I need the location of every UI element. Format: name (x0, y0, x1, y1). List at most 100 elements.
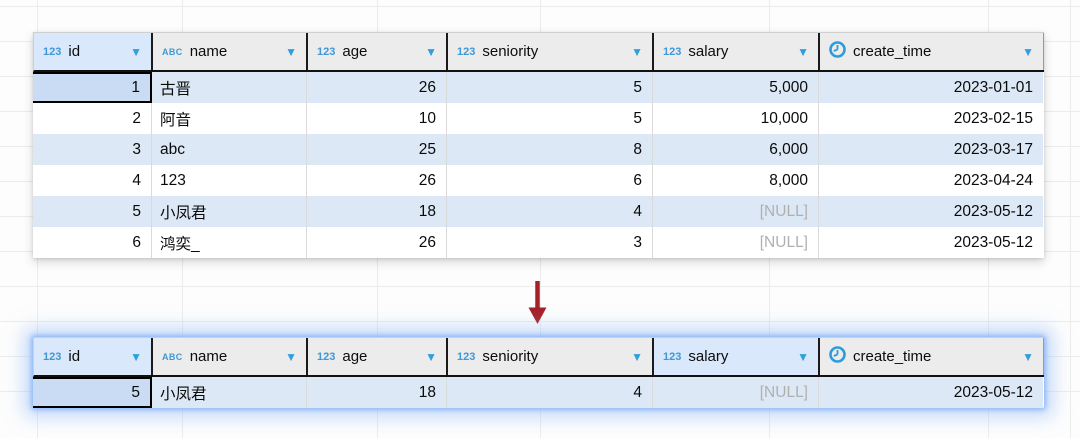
column-header-seniority[interactable]: 123 seniority ▼ (448, 338, 654, 375)
column-header-age[interactable]: 123 age ▼ (308, 33, 448, 70)
cell-salary[interactable]: 5,000 (653, 72, 819, 103)
cell-create_time[interactable]: 2023-05-12 (819, 196, 1043, 227)
table-row: 5 小凤君 18 4 [NULL] 2023-05-12 (33, 196, 1044, 227)
column-label: id (68, 43, 81, 60)
cell-age[interactable]: 25 (307, 134, 447, 165)
cell-name[interactable]: 古晋 (152, 72, 307, 103)
column-label: salary (688, 43, 729, 60)
cell-name[interactable]: 鸿奕_ (152, 227, 307, 258)
cell-seniority[interactable]: 3 (447, 227, 653, 258)
column-label: name (189, 43, 228, 60)
cell-id[interactable]: 4 (33, 165, 152, 196)
table-row: 2 阿音 10 5 10,000 2023-02-15 (33, 103, 1044, 134)
datetime-type-icon (829, 346, 846, 367)
sort-dropdown-icon[interactable]: ▼ (130, 44, 142, 59)
cell-age[interactable]: 18 (307, 377, 447, 408)
table-row: 3 abc 25 8 6,000 2023-03-17 (33, 134, 1044, 165)
sort-dropdown-icon[interactable]: ▼ (425, 44, 437, 59)
cell-salary[interactable]: 6,000 (653, 134, 819, 165)
filtered-result-grid: 123 id ▼ ABC name ▼ 123 age ▼ 123 seniority ▼ 123 sal… (33, 337, 1044, 408)
number-type-icon: 123 (457, 45, 476, 58)
table-row: 4 123 26 6 8,000 2023-04-24 (33, 165, 1044, 196)
sort-dropdown-icon[interactable]: ▼ (285, 349, 297, 364)
sort-dropdown-icon[interactable]: ▼ (130, 349, 142, 364)
cell-seniority[interactable]: 4 (447, 196, 653, 227)
cell-id[interactable]: 3 (33, 134, 152, 165)
cell-name[interactable]: 小凤君 (152, 377, 307, 408)
cell-seniority[interactable]: 4 (447, 377, 653, 408)
column-label: age (342, 43, 368, 60)
column-header-seniority[interactable]: 123 seniority ▼ (448, 33, 654, 70)
column-label: seniority (482, 43, 539, 60)
sort-dropdown-icon[interactable]: ▼ (1022, 349, 1034, 364)
cell-salary[interactable]: [NULL] (653, 227, 819, 258)
cell-seniority[interactable]: 5 (447, 103, 653, 134)
cell-name[interactable]: abc (152, 134, 307, 165)
number-type-icon: 123 (457, 350, 476, 363)
down-arrow-icon (528, 281, 547, 324)
column-header-id[interactable]: 123 id ▼ (34, 33, 153, 70)
number-type-icon: 123 (43, 350, 62, 363)
cell-seniority[interactable]: 8 (447, 134, 653, 165)
number-type-icon: 123 (317, 45, 336, 58)
grid-header-row: 123 id ▼ ABC name ▼ 123 age ▼ 123 seniority ▼ 123 sal… (33, 32, 1044, 72)
grid-vline (1070, 0, 1071, 438)
cell-age[interactable]: 26 (307, 227, 447, 258)
column-header-salary[interactable]: 123 salary ▼ (654, 338, 820, 375)
column-header-id[interactable]: 123 id ▼ (34, 338, 153, 375)
column-header-name[interactable]: ABC name ▼ (153, 33, 308, 70)
column-header-create_time[interactable]: create_time ▼ (820, 33, 1044, 70)
cell-seniority[interactable]: 6 (447, 165, 653, 196)
cell-seniority[interactable]: 5 (447, 72, 653, 103)
datetime-type-icon (829, 41, 846, 62)
cell-create_time[interactable]: 2023-04-24 (819, 165, 1043, 196)
sort-dropdown-icon[interactable]: ▼ (631, 349, 643, 364)
cell-create_time[interactable]: 2023-01-01 (819, 72, 1043, 103)
column-header-name[interactable]: ABC name ▼ (153, 338, 308, 375)
number-type-icon: 123 (317, 350, 336, 363)
sort-dropdown-icon[interactable]: ▼ (425, 349, 437, 364)
cell-create_time[interactable]: 2023-02-15 (819, 103, 1043, 134)
text-type-icon: ABC (162, 351, 183, 362)
number-type-icon: 123 (663, 45, 682, 58)
cell-name[interactable]: 阿音 (152, 103, 307, 134)
cell-id[interactable]: 2 (33, 103, 152, 134)
table-row: 1 古晋 26 5 5,000 2023-01-01 (33, 72, 1044, 103)
cell-salary[interactable]: 10,000 (653, 103, 819, 134)
text-type-icon: ABC (162, 46, 183, 57)
cell-salary[interactable]: [NULL] (653, 377, 819, 408)
sort-dropdown-icon[interactable]: ▼ (797, 349, 809, 364)
cell-age[interactable]: 26 (307, 165, 447, 196)
column-header-salary[interactable]: 123 salary ▼ (654, 33, 820, 70)
cell-name[interactable]: 小凤君 (152, 196, 307, 227)
cell-age[interactable]: 10 (307, 103, 447, 134)
sort-dropdown-icon[interactable]: ▼ (285, 44, 297, 59)
sort-dropdown-icon[interactable]: ▼ (797, 44, 809, 59)
cell-id[interactable]: 6 (33, 227, 152, 258)
number-type-icon: 123 (663, 350, 682, 363)
column-label: create_time (853, 43, 932, 60)
table-row: 5 小凤君 18 4 [NULL] 2023-05-12 (33, 377, 1044, 408)
column-label: age (342, 348, 368, 365)
cell-id[interactable]: 5 (33, 196, 152, 227)
table-row: 6 鸿奕_ 26 3 [NULL] 2023-05-12 (33, 227, 1044, 258)
sort-dropdown-icon[interactable]: ▼ (631, 44, 643, 59)
sort-dropdown-icon[interactable]: ▼ (1022, 44, 1034, 59)
column-label: id (68, 348, 81, 365)
cell-create_time[interactable]: 2023-05-12 (819, 377, 1043, 408)
column-header-create_time[interactable]: create_time ▼ (820, 338, 1044, 375)
column-label: name (189, 348, 228, 365)
column-label: salary (688, 348, 729, 365)
cell-age[interactable]: 18 (307, 196, 447, 227)
cell-create_time[interactable]: 2023-05-12 (819, 227, 1043, 258)
column-header-age[interactable]: 123 age ▼ (308, 338, 448, 375)
cell-create_time[interactable]: 2023-03-17 (819, 134, 1043, 165)
cell-salary[interactable]: [NULL] (653, 196, 819, 227)
cell-name[interactable]: 123 (152, 165, 307, 196)
cell-id[interactable]: 5 (33, 377, 152, 408)
cell-id[interactable]: 1 (33, 72, 152, 103)
cell-salary[interactable]: 8,000 (653, 165, 819, 196)
cell-age[interactable]: 26 (307, 72, 447, 103)
number-type-icon: 123 (43, 45, 62, 58)
